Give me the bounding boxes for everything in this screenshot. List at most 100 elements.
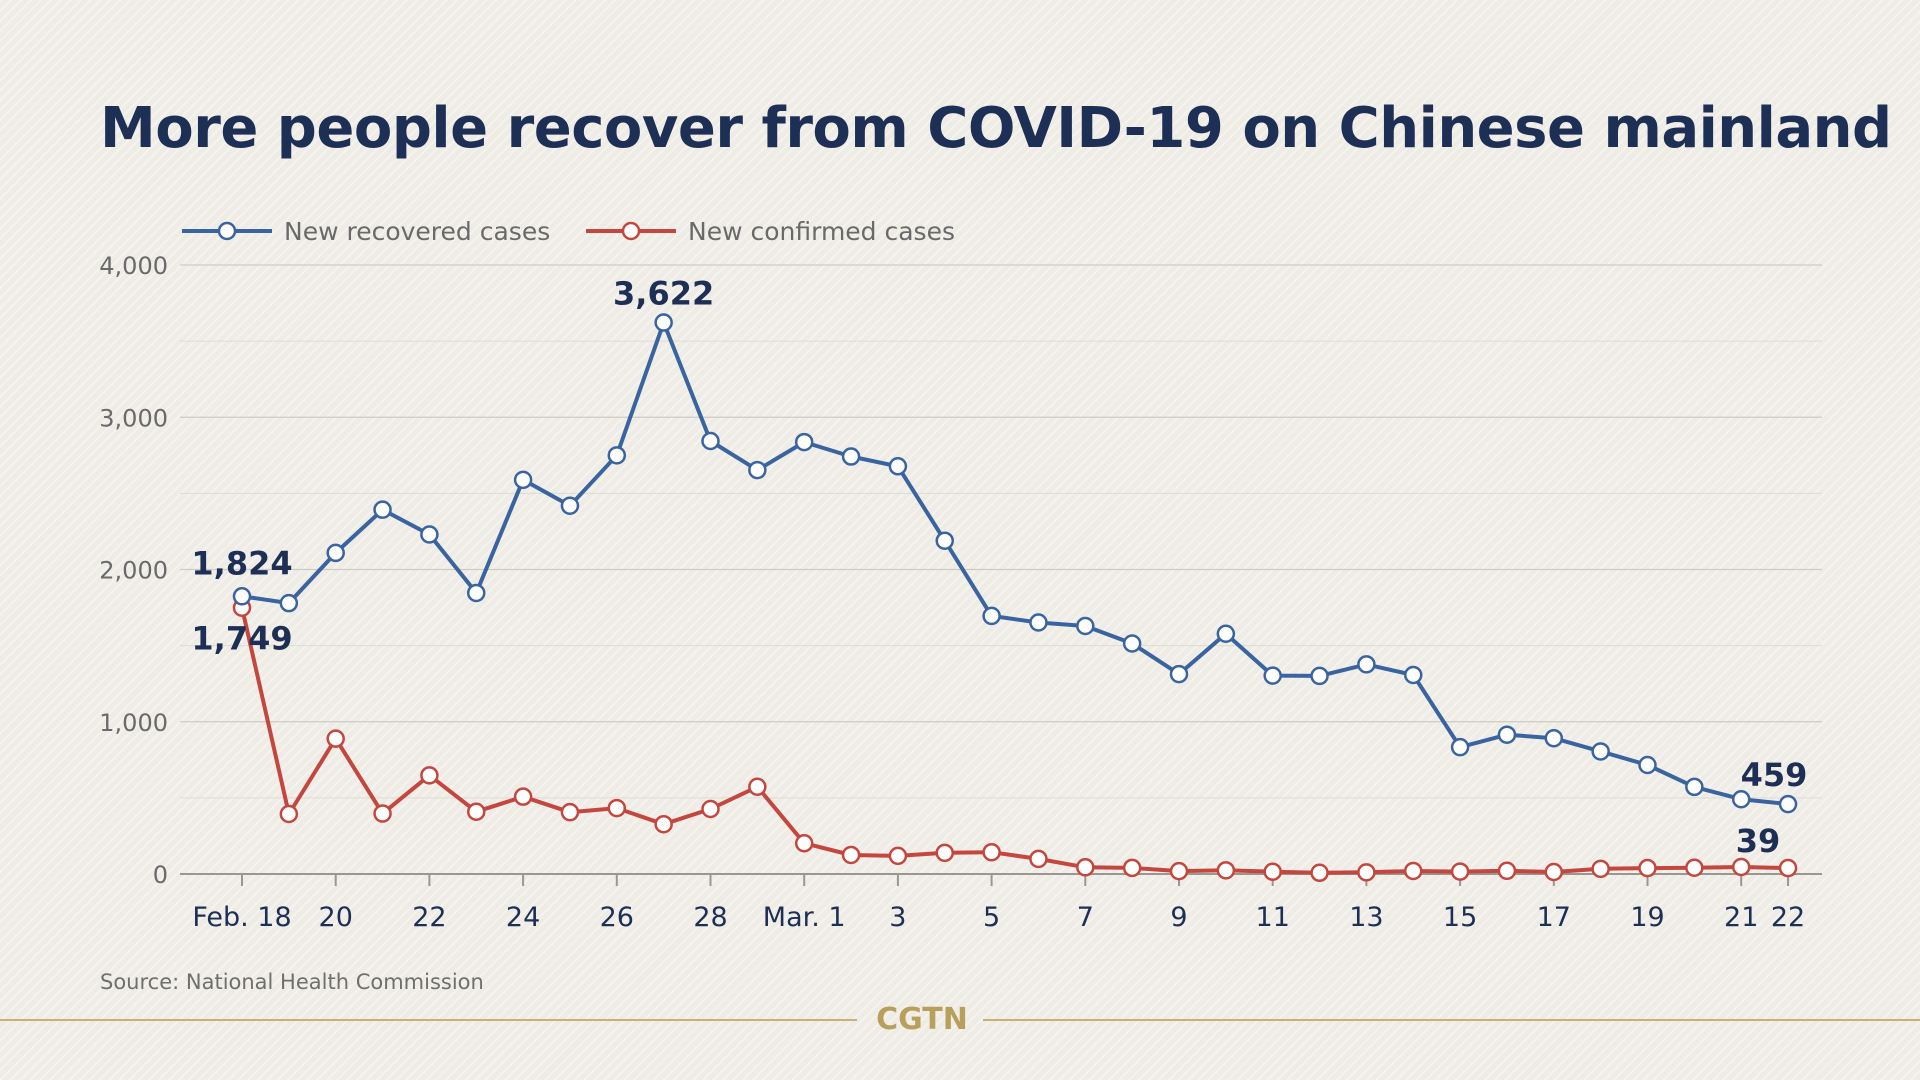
x-tick-label: 26 [600,902,634,933]
source-note: Source: National Health Commission [100,970,484,994]
x-tick-label: 17 [1537,902,1571,933]
legend-swatch-marker [621,221,641,241]
data-point [794,833,814,853]
data-point [701,431,720,451]
series-line [240,605,1790,875]
data-point [1263,862,1282,881]
data-point [654,313,673,332]
legend-label: New confirmed cases [688,217,955,246]
data-label: 3,622 [613,275,714,313]
data-point [1497,861,1517,881]
x-tick-label: 28 [693,902,727,933]
x-tick-label: 15 [1443,902,1477,933]
x-tick-label: 5 [983,902,1000,933]
y-tick-label: 0 [153,861,168,889]
x-tick-label: 22 [412,902,446,933]
data-label: 459 [1741,756,1808,794]
chart-title: More people recover from COVID-19 on Chi… [100,96,1892,161]
data-point [513,787,533,806]
data-point [701,799,720,819]
data-point [279,593,299,613]
data-point [935,531,954,550]
data-point [1685,777,1704,797]
x-tick-label: 13 [1349,902,1383,933]
data-point [373,500,392,519]
y-tick-label: 4,000 [99,252,168,280]
x-tick-label: 9 [1170,902,1187,933]
data-point [1122,858,1142,878]
x-tick-label: 22 [1771,902,1805,933]
data-point [1591,859,1610,879]
y-tick-label: 1,000 [99,709,168,737]
y-tick-label: 3,000 [99,404,168,432]
data-point [1357,655,1376,674]
data-point [232,587,252,606]
data-point [560,496,580,515]
data-point [373,804,392,823]
data-point [1029,849,1048,869]
legend: New recovered cases New confirmed cases [182,217,955,246]
x-tick-label: 3 [889,902,906,933]
legend-swatch-marker [217,221,237,241]
data-point [1591,742,1610,761]
y-tick-labels: 0 1,000 2,000 3,000 4,000 [99,252,168,889]
data-point [982,606,1001,626]
data-point [935,843,954,863]
data-point [1450,862,1470,881]
data-point [420,525,439,544]
data-point [560,802,580,822]
x-tick-label: 11 [1256,902,1290,933]
data-point [1216,861,1236,880]
data-point [1076,858,1095,877]
data-label: 39 [1736,822,1781,860]
data-point [326,729,345,748]
data-point [1544,862,1564,882]
data-point [279,804,299,824]
data-point [1685,858,1704,878]
data-point [1544,728,1564,748]
data-point [1497,725,1517,744]
data-point [748,777,767,797]
data-point [1076,616,1095,636]
data-point [1122,634,1142,653]
x-tick-label: Mar. 1 [763,902,846,933]
data-point [1638,858,1657,878]
data-point [1450,737,1470,757]
series-line [240,320,1790,807]
data-point [841,845,861,865]
data-point [1310,863,1329,883]
x-tick-label: 19 [1630,902,1664,933]
data-point [607,446,627,465]
data-point [888,457,908,476]
data-point [1357,863,1376,882]
x-tick-label: 21 [1724,902,1758,933]
data-point [982,842,1001,862]
data-annotations: 1,824 1,749 3,622 459 39 [191,275,1807,861]
data-point [1404,665,1423,685]
data-point [1778,858,1798,878]
data-point [654,814,673,834]
data-point [794,432,814,452]
series-lines [232,313,1798,883]
data-point [467,583,486,603]
data-point [1263,666,1282,685]
data-point [513,470,533,490]
data-point [1731,857,1751,877]
data-point [1216,624,1236,643]
data-point [420,766,439,785]
data-point [1731,789,1751,809]
cgtn-logo: CGTN [876,1002,968,1037]
data-point [888,846,908,866]
line-chart: 0 1,000 2,000 3,000 4,000 Feb. 18 20 22 24 26 28 M… [99,217,1822,933]
data-point [1638,755,1657,775]
data-point [748,460,767,480]
data-point [1310,666,1329,686]
x-tick-labels: Feb. 18 20 22 24 26 28 Mar. 1 3 5 7 9 11 13 15 17 19 21 2… [192,874,1805,933]
data-point [1169,664,1189,684]
x-tick-label: Feb. 18 [192,902,291,933]
data-point [1029,613,1048,632]
data-label: 1,824 [191,544,292,582]
x-tick-label: 24 [506,902,540,933]
data-point [607,798,627,818]
data-point [1169,861,1189,881]
